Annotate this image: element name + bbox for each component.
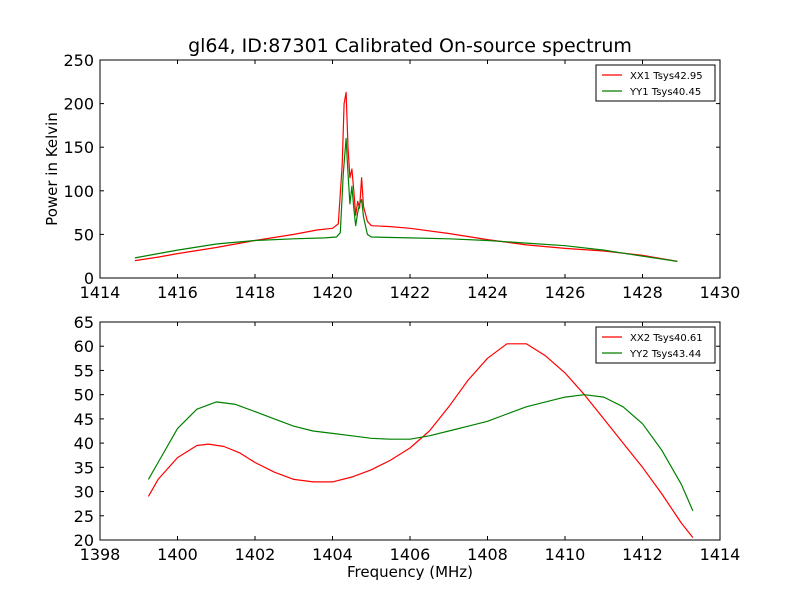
x-tick-label: 1406 xyxy=(390,545,431,564)
x-tick-label: 1410 xyxy=(545,545,586,564)
y-tick-label: 65 xyxy=(74,313,94,332)
y-tick-label: 25 xyxy=(74,507,94,526)
x-tick-label: 1420 xyxy=(312,283,353,302)
y-tick-label: 55 xyxy=(74,361,94,380)
x-tick-label: 1414 xyxy=(80,283,121,302)
y-tick-label: 150 xyxy=(63,138,94,157)
x-tick-label: 1404 xyxy=(312,545,353,564)
legend-box xyxy=(595,326,716,364)
series-line-2 xyxy=(134,137,678,262)
x-tick-label: 1400 xyxy=(157,545,198,564)
legend-label-1: XX2 Tsys40.61 xyxy=(630,333,703,344)
legend-box xyxy=(595,64,716,102)
x-tick-label: 1430 xyxy=(700,283,741,302)
y-tick-label: 40 xyxy=(74,434,94,453)
x-tick-label: 1422 xyxy=(390,283,431,302)
x-tick-label: 1418 xyxy=(235,283,276,302)
x-tick-label: 1414 xyxy=(700,545,741,564)
y-tick-label: 250 xyxy=(63,51,94,70)
y-tick-label: 0 xyxy=(84,269,94,288)
x-tick-label: 1402 xyxy=(235,545,276,564)
y-tick-label: 50 xyxy=(74,386,94,405)
y-tick-label: 45 xyxy=(74,410,94,429)
top-spectrum-panel: 1414 1416 1418 1420 1422 1424 1426 1428 1430 0 50 1… xyxy=(43,51,740,302)
x-tick-label: 1412 xyxy=(622,545,663,564)
x-tick-label: 1426 xyxy=(545,283,586,302)
y-tick-label: 50 xyxy=(74,225,94,244)
y-tick-label: 200 xyxy=(63,95,94,114)
y-tick-label: 30 xyxy=(74,483,94,502)
series-line-1 xyxy=(147,343,694,538)
y-tick-label: 60 xyxy=(74,337,94,356)
series-line-2 xyxy=(147,394,694,512)
figure-title: gl64, ID:87301 Calibrated On-source spec… xyxy=(188,35,632,57)
x-tick-label: 1428 xyxy=(622,283,663,302)
legend-label-1: XX1 Tsys42.95 xyxy=(630,71,703,82)
series-line-1 xyxy=(134,91,678,262)
x-axis-title: Frequency (MHz) xyxy=(347,563,473,581)
legend-label-2: YY2 Tsys43.44 xyxy=(629,349,701,360)
x-tick-label: 1408 xyxy=(467,545,508,564)
y-tick-label: 35 xyxy=(74,458,94,477)
y-tick-label: 100 xyxy=(63,182,94,201)
y-axis-title: Power in Kelvin xyxy=(43,112,61,226)
x-tick-label: 1398 xyxy=(80,545,121,564)
x-tick-label: 1416 xyxy=(157,283,198,302)
y-tick-label: 20 xyxy=(74,531,94,550)
x-tick-label: 1424 xyxy=(467,283,508,302)
bottom-spectrum-panel: 1398 1400 1402 1404 1406 1408 1410 1412 1414 20 25… xyxy=(74,313,741,581)
legend-label-2: YY1 Tsys40.45 xyxy=(629,87,701,98)
